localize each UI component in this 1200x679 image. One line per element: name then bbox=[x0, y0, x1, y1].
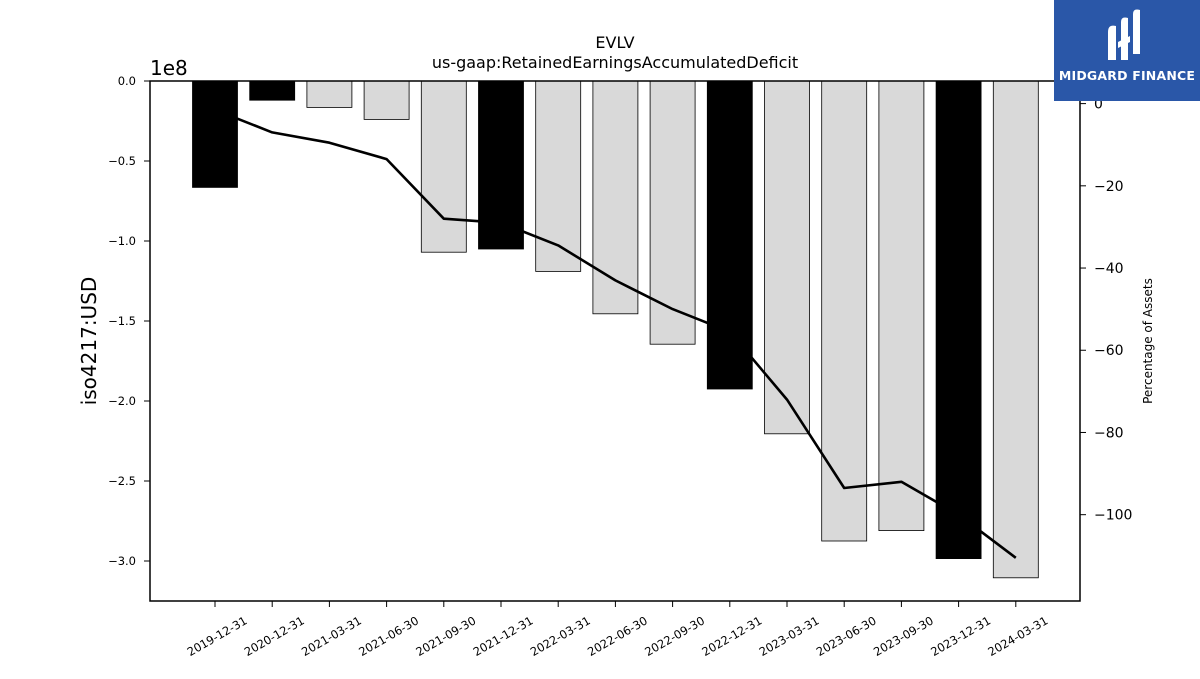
y-offset-label: 1e8 bbox=[150, 56, 188, 80]
bar-2023-12-31 bbox=[935, 80, 982, 560]
y2-axis-label: Percentage of Assets bbox=[1141, 278, 1155, 404]
line-layer bbox=[214, 108, 1017, 559]
bar-2023-06-30 bbox=[821, 80, 868, 542]
x-tick-label: 2024-03-31 bbox=[985, 613, 1050, 659]
y-axis-label: iso4217:USD bbox=[77, 277, 101, 406]
chart-subtitle: us-gaap:RetainedEarningsAccumulatedDefic… bbox=[432, 53, 798, 72]
x-tick-label: 2019-12-31 bbox=[185, 613, 250, 659]
midgard-logo-icon bbox=[1108, 9, 1140, 61]
chart-title: EVLV bbox=[595, 33, 634, 52]
y-tick-label: −3.0 bbox=[108, 554, 136, 568]
bar-2024-03-31 bbox=[992, 80, 1039, 579]
brand-logo: MIDGARD FINANCE bbox=[1054, 0, 1200, 101]
x-tick-label: 2020-12-31 bbox=[242, 613, 307, 659]
bar-2022-06-30 bbox=[592, 80, 639, 315]
x-tick-label: 2022-12-31 bbox=[699, 613, 764, 659]
y2-tick-label: −60 bbox=[1094, 343, 1124, 359]
y2-tick-label: −40 bbox=[1094, 261, 1124, 277]
y-tick-label: −2.0 bbox=[108, 394, 136, 408]
y2-tick-label: −20 bbox=[1094, 179, 1124, 195]
y-tick-label: −1.0 bbox=[108, 234, 136, 248]
bar-2022-09-30 bbox=[649, 80, 696, 345]
percentage-line bbox=[214, 108, 1017, 559]
x-tick-label: 2023-12-31 bbox=[928, 613, 993, 659]
y-tick-label: −1.5 bbox=[108, 314, 136, 328]
x-tick-label: 2021-09-30 bbox=[413, 613, 478, 659]
bar-2020-12-31 bbox=[249, 80, 296, 101]
y-tick-label: 0.0 bbox=[118, 74, 136, 88]
y2-tick-label: −100 bbox=[1094, 508, 1132, 524]
bar-2022-12-31 bbox=[706, 80, 753, 390]
x-tick-label: 2023-06-30 bbox=[814, 613, 879, 659]
x-tick-label: 2021-12-31 bbox=[471, 613, 536, 659]
y-tick-label: −0.5 bbox=[108, 154, 136, 168]
bar-2021-09-30 bbox=[420, 80, 467, 253]
bars-layer bbox=[192, 80, 1039, 579]
bar-2019-12-31 bbox=[192, 80, 238, 188]
y2-tick-label: −80 bbox=[1094, 425, 1124, 441]
x-tick-label: 2023-03-31 bbox=[757, 613, 822, 659]
bar-2022-03-31 bbox=[535, 80, 582, 272]
brand-name: MIDGARD FINANCE bbox=[1058, 68, 1196, 83]
x-tick-label: 2022-06-30 bbox=[585, 613, 650, 659]
x-tick-label: 2022-09-30 bbox=[642, 613, 707, 659]
bar-2021-06-30 bbox=[363, 80, 410, 120]
bar-2023-09-30 bbox=[878, 80, 925, 532]
bar-2021-03-31 bbox=[306, 80, 353, 108]
y-tick-label: −2.5 bbox=[108, 474, 136, 488]
x-tick-label: 2021-03-31 bbox=[299, 613, 364, 659]
y2-tick-label: 0 bbox=[1094, 97, 1103, 113]
x-tick-label: 2021-06-30 bbox=[356, 613, 421, 659]
x-tick-label: 2023-09-30 bbox=[871, 613, 936, 659]
x-tick-label: 2022-03-31 bbox=[528, 613, 593, 659]
